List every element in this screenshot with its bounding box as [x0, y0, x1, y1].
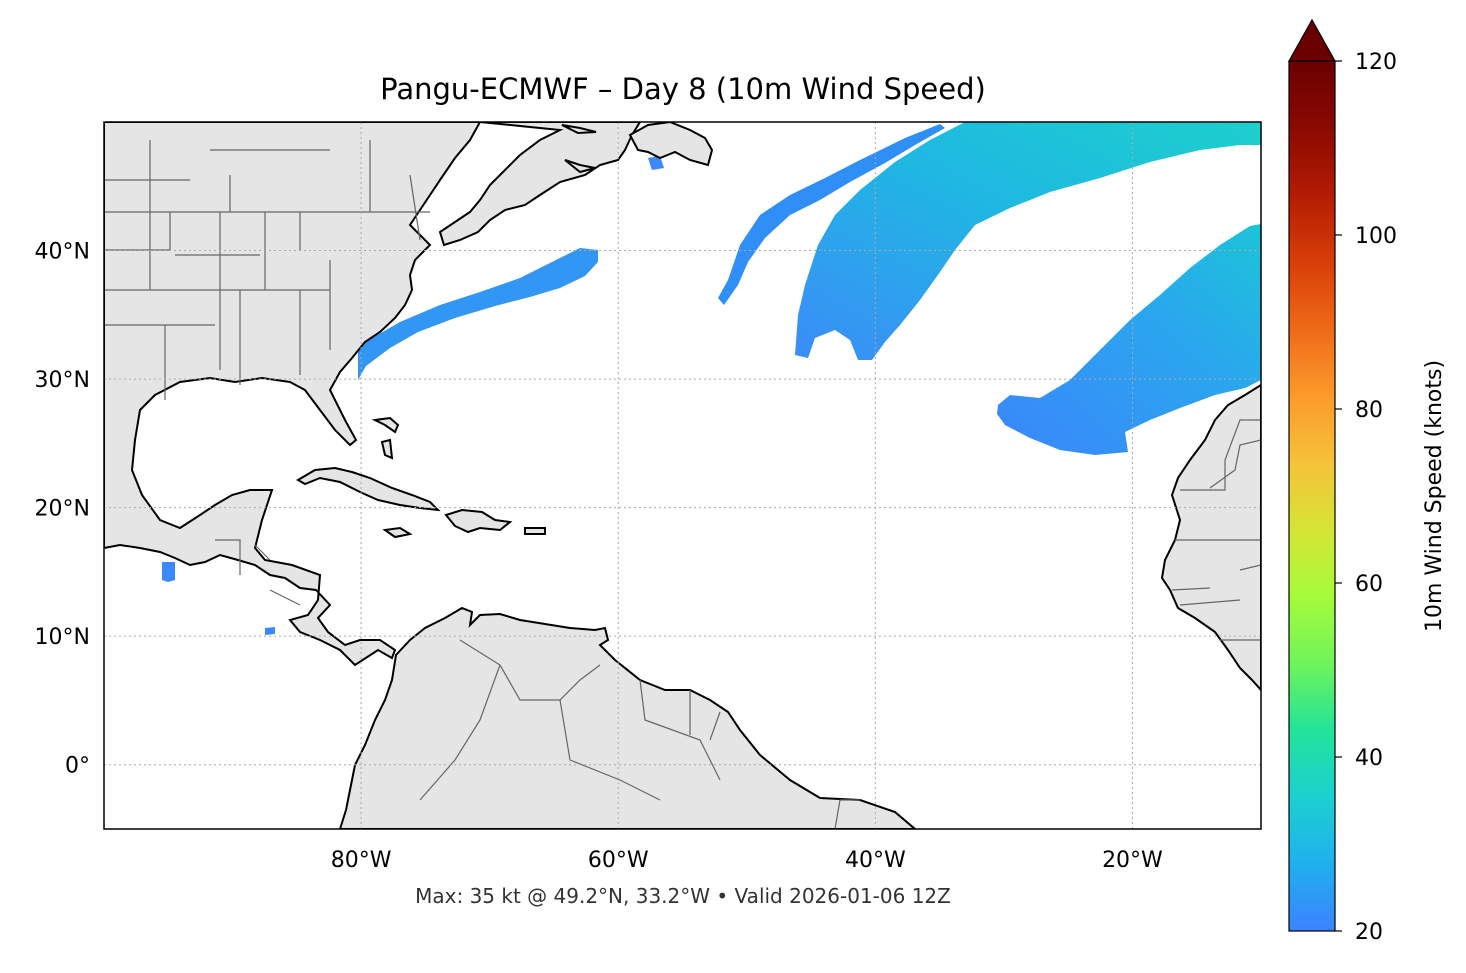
- colorbar: 20 40 60 80 100 120 10m Wind Speed (knots): [1287, 18, 1447, 945]
- lon-tick-label: 20°W: [1102, 848, 1163, 873]
- land-puerto-rico: [524, 527, 546, 535]
- colorbar-tick-label: 100: [1355, 224, 1397, 249]
- wind-patch-small: [162, 562, 175, 582]
- colorbar-label: 10m Wind Speed (knots): [1422, 360, 1447, 632]
- footer-text: Max: 35 kt @ 49.2°N, 33.2°W • Valid 2026…: [415, 884, 951, 908]
- colorbar-tick-label: 20: [1355, 920, 1383, 945]
- land-north-america: [104, 122, 482, 667]
- wind-band-north-2: [795, 122, 1261, 360]
- lon-tick-label: 40°W: [845, 848, 906, 873]
- land-south-america: [338, 606, 917, 829]
- land-pei: [564, 159, 596, 174]
- land-cuba: [296, 466, 441, 512]
- lat-tick-label: 20°N: [35, 497, 90, 522]
- wind-band-east: [997, 224, 1261, 455]
- longitude-ticks: 80°W 60°W 40°W 20°W: [331, 848, 1163, 873]
- wind-patch-small: [265, 627, 275, 635]
- colorbar-tick-label: 40: [1355, 746, 1383, 771]
- map-area: [104, 122, 1261, 829]
- land-jamaica: [382, 526, 413, 539]
- land-newfoundland: [628, 122, 714, 167]
- latitude-ticks: 40°N 30°N 20°N 10°N 0°: [35, 240, 90, 779]
- colorbar-ticks: 20 40 60 80 100 120: [1335, 50, 1397, 945]
- colorbar-tick-label: 60: [1355, 572, 1383, 597]
- colorbar-tick-label: 120: [1355, 50, 1397, 75]
- lon-tick-label: 60°W: [588, 848, 649, 873]
- lat-tick-label: 10°N: [35, 625, 90, 650]
- lat-tick-label: 0°: [65, 754, 90, 779]
- land-hispaniola: [444, 508, 513, 534]
- lat-tick-label: 30°N: [35, 368, 90, 393]
- chart-title: Pangu-ECMWF – Day 8 (10m Wind Speed): [380, 72, 986, 106]
- wind-patch-small: [648, 156, 664, 170]
- map-frame: [103, 121, 1262, 830]
- colorbar-tick-label: 80: [1355, 398, 1383, 423]
- colorbar-extend-arrow: [1287, 18, 1337, 62]
- wind-band-gulf-stream: [358, 248, 598, 380]
- land-bahamas: [371, 416, 400, 460]
- lon-tick-label: 80°W: [331, 848, 392, 873]
- land-canada-east: [438, 122, 642, 247]
- land-anticosti: [561, 124, 597, 135]
- colorbar-gradient: [1288, 60, 1336, 932]
- lat-tick-label: 40°N: [35, 240, 90, 265]
- wind-band-north-1: [718, 124, 945, 305]
